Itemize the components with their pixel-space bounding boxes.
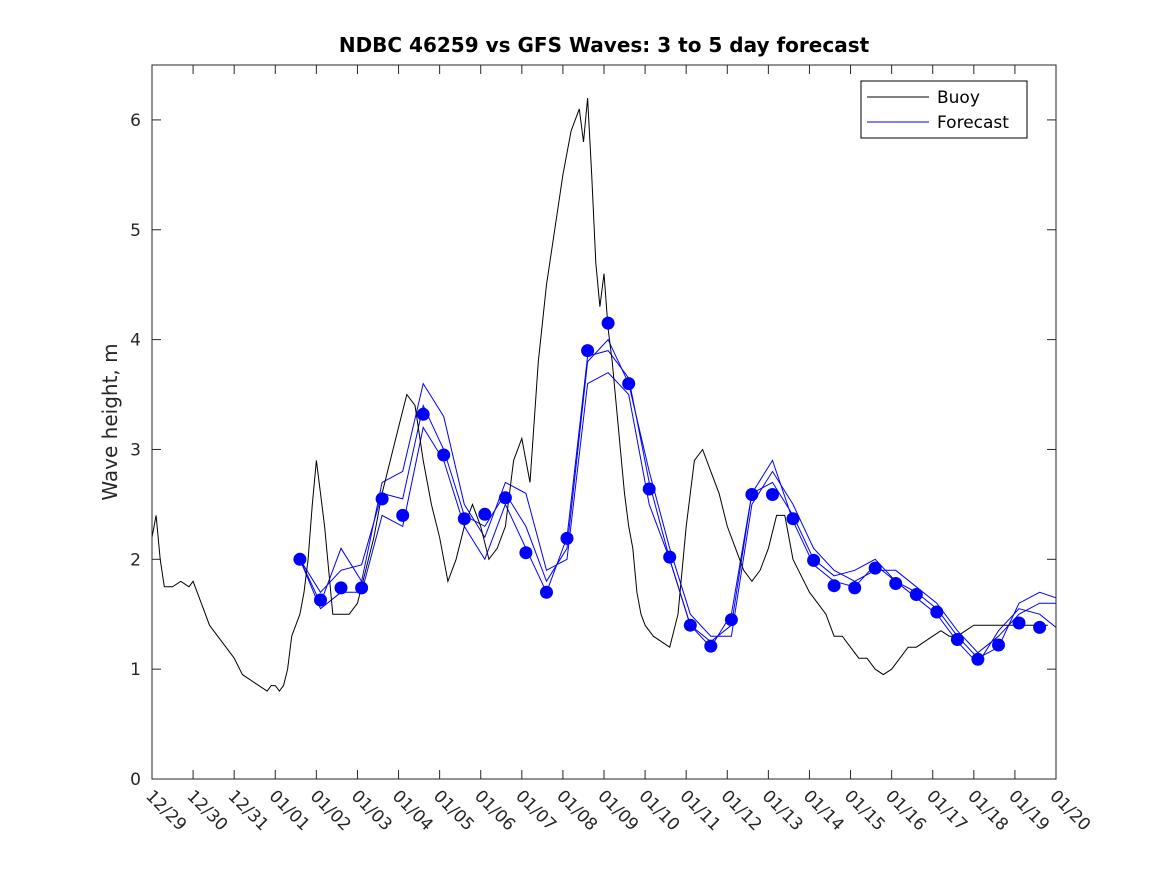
forecast-point: [437, 448, 451, 462]
buoy-series-line: [151, 97, 1048, 692]
legend-forecast-label: Forecast: [937, 113, 1009, 133]
x-tick-label: 01/13: [758, 786, 807, 835]
forecast-point: [724, 613, 738, 627]
forecast-point: [355, 581, 369, 595]
forecast-point: [807, 553, 821, 567]
forecast-point: [416, 407, 430, 421]
plot-area: [152, 65, 1056, 779]
y-tick-label: 2: [130, 550, 141, 570]
x-tick-label: 01/07: [511, 786, 560, 835]
forecast-point: [827, 579, 841, 593]
y-tick-label: 5: [130, 221, 141, 241]
x-tick-label: 01/14: [799, 786, 848, 835]
chart-title: NDBC 46259 vs GFS Waves: 3 to 5 day fore…: [339, 33, 870, 57]
forecast-point: [663, 550, 677, 564]
x-tick-label: 01/03: [347, 786, 396, 835]
forecast-point: [950, 633, 964, 646]
x-tick-label: 01/18: [963, 786, 1012, 835]
forecast-point: [909, 588, 923, 601]
forecast-point: [930, 605, 944, 619]
x-tick-label: 01/17: [922, 786, 971, 835]
x-tick-label: 01/10: [635, 786, 684, 835]
y-tick-label: 3: [130, 440, 141, 460]
x-tick-label: 01/09: [593, 786, 642, 835]
forecast-point: [786, 512, 800, 526]
forecast-point: [889, 577, 903, 590]
y-tick-label: 4: [130, 331, 141, 351]
forecast-point: [314, 593, 327, 607]
forecast-point: [540, 585, 553, 599]
x-tick-label: 01/20: [1045, 786, 1094, 835]
x-tick-label: 12/29: [141, 786, 190, 835]
x-tick-label: 01/15: [840, 786, 889, 835]
forecast-point: [622, 377, 636, 391]
y-tick-label: 1: [130, 660, 141, 680]
forecast-point: [519, 546, 533, 560]
forecast-point: [498, 491, 512, 505]
forecast-point: [601, 316, 615, 330]
legend-buoy-label: Buoy: [937, 88, 980, 108]
x-tick-label: 01/01: [265, 786, 314, 835]
x-tick-label: 01/16: [881, 786, 930, 835]
forecast-point: [848, 581, 862, 595]
x-tick-label: 12/30: [183, 786, 232, 835]
x-tick-label: 01/06: [470, 786, 519, 835]
x-tick-label: 01/11: [676, 786, 725, 835]
forecast-point: [766, 488, 779, 501]
y-tick-label: 0: [130, 770, 141, 790]
x-tick-label: 01/05: [429, 786, 478, 835]
series-layer: [151, 97, 1057, 692]
forecast-point: [581, 344, 595, 358]
forecast-point: [560, 531, 574, 545]
x-tick-label: 01/19: [1004, 786, 1053, 835]
forecast-point: [1012, 616, 1026, 630]
forecast-point: [745, 488, 759, 501]
forecast-point: [293, 552, 307, 566]
x-tick-label: 12/31: [224, 786, 273, 835]
legend: Buoy Forecast: [860, 80, 1028, 139]
forecast-point: [457, 512, 471, 526]
forecast-point: [971, 652, 985, 666]
forecast-point: [1033, 620, 1047, 634]
forecast-point: [375, 492, 389, 506]
forecast-point: [683, 618, 697, 632]
forecast-point: [642, 482, 656, 496]
y-tick-label: 6: [130, 111, 141, 131]
y-axis-label: Wave height, m: [98, 343, 122, 500]
forecast-point: [704, 639, 718, 653]
forecast-point: [992, 638, 1005, 652]
forecast-point: [334, 581, 348, 595]
legend-box: [860, 80, 1028, 139]
forecast-point: [868, 561, 882, 575]
x-tick-label: 01/12: [717, 786, 766, 835]
forecast-point: [478, 507, 492, 521]
forecast-point: [396, 508, 410, 522]
x-tick-label: 01/02: [306, 786, 355, 835]
x-tick-label: 01/04: [388, 786, 437, 835]
x-tick-label: 01/08: [552, 786, 601, 835]
